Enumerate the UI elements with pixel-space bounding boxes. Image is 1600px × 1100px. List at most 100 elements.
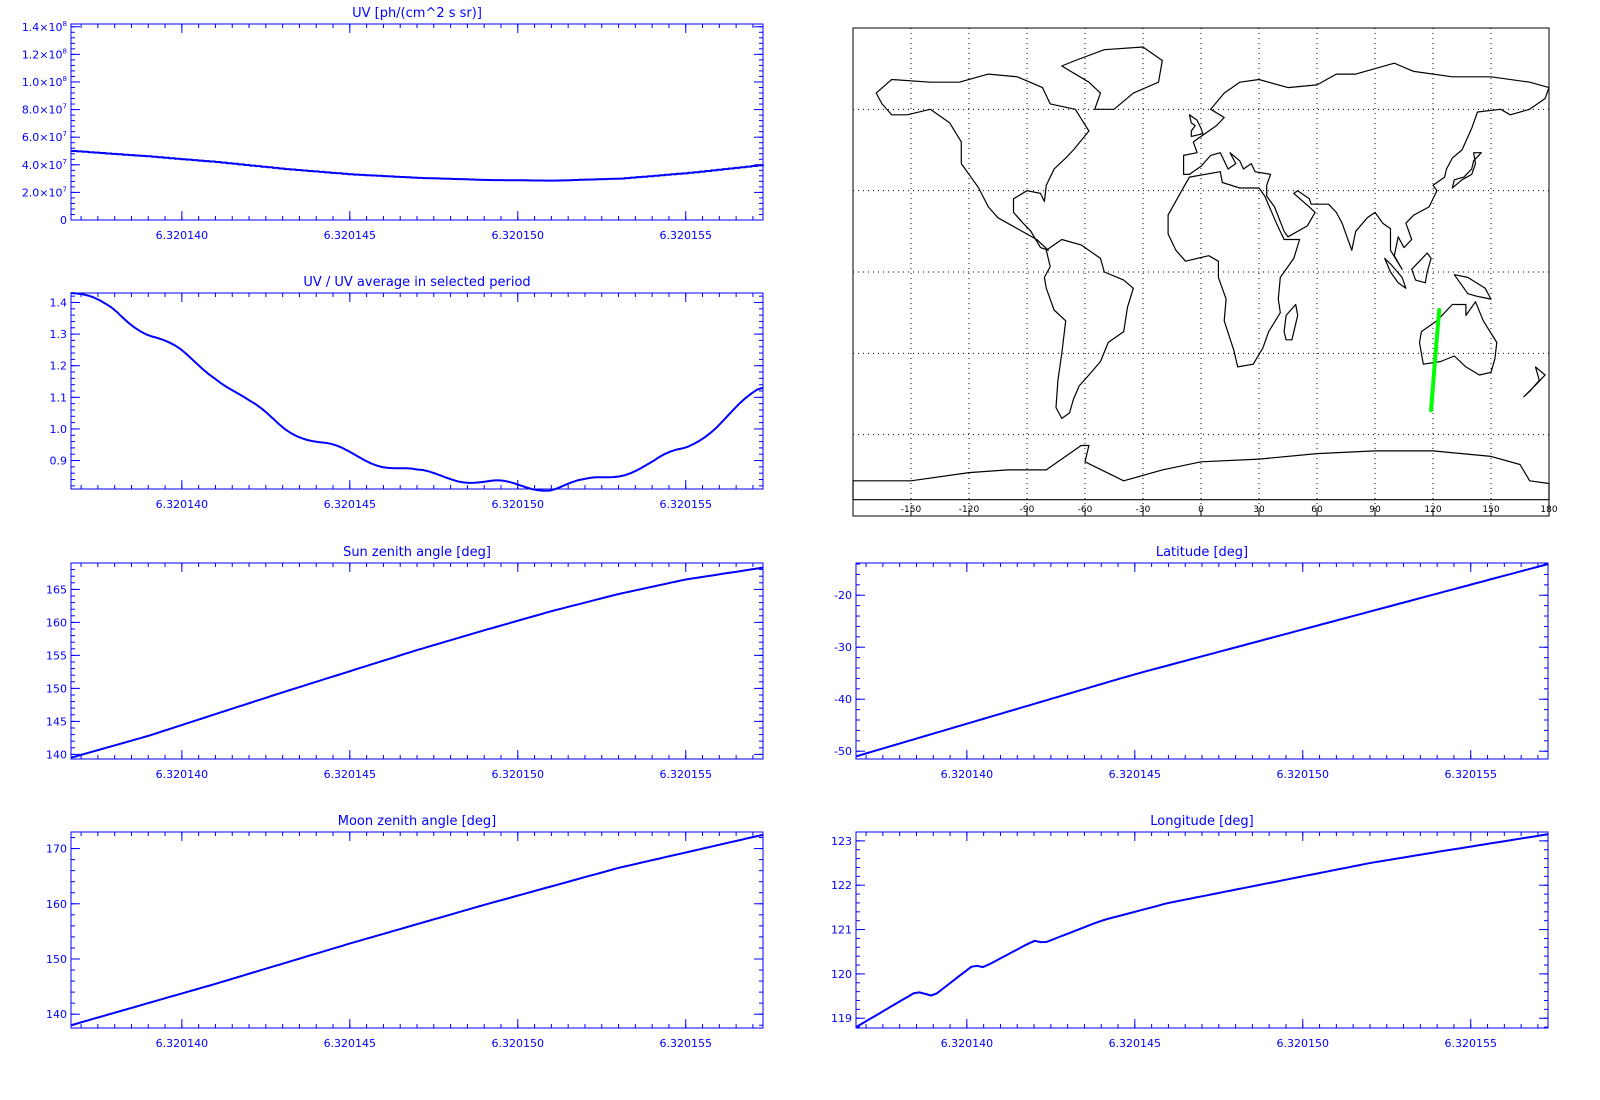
y-tick-label: -50 — [834, 745, 852, 758]
y-tick-label: 1.0 — [50, 423, 68, 436]
y-tick-exponent: 8 — [63, 47, 67, 55]
y-tick-mantissa: 145 — [46, 715, 67, 728]
y-tick-mantissa: 150 — [46, 953, 67, 966]
y-tick-mantissa: 140 — [46, 1008, 67, 1021]
map-x-tick-label: 90 — [1369, 505, 1381, 515]
x-tick-label: 6.320145 — [324, 498, 377, 511]
x-tick-label: 6.320150 — [1277, 1037, 1330, 1050]
y-tick-label: 160 — [46, 616, 67, 629]
coastline-sumatra — [1384, 257, 1407, 289]
y-tick-label: 120 — [831, 968, 852, 981]
coastline-new-zealand — [1523, 366, 1546, 398]
x-tick-label: 6.320155 — [659, 229, 712, 242]
x-tick-label: 6.320155 — [1444, 768, 1497, 781]
y-tick-mantissa: 1.0×10 — [22, 76, 63, 89]
y-tick-mantissa: 1.4×10 — [22, 21, 63, 34]
y-tick-exponent: 8 — [63, 20, 67, 28]
y-tick-mantissa: 121 — [831, 924, 852, 937]
x-tick-label: 6.320140 — [156, 229, 209, 242]
y-tick-label: 155 — [46, 649, 67, 662]
series-line — [855, 833, 1549, 1028]
coastline-great-britain — [1188, 114, 1204, 137]
x-tick-label: 6.320145 — [1109, 768, 1162, 781]
y-tick-label: 140 — [46, 748, 67, 761]
y-tick-label: 6.0×107 — [22, 130, 67, 144]
y-tick-exponent: 7 — [63, 158, 67, 166]
y-tick-label: 0 — [60, 214, 67, 227]
y-tick-mantissa: 8.0×10 — [22, 104, 63, 117]
series-line — [70, 833, 764, 1027]
y-tick-label: 1.4 — [50, 296, 68, 309]
y-tick-label: 123 — [831, 835, 852, 848]
y-tick-mantissa: 0 — [60, 214, 67, 227]
coastline-africa — [1167, 171, 1301, 368]
x-tick-label: 6.320140 — [941, 1037, 994, 1050]
y-tick-mantissa: 140 — [46, 748, 67, 761]
coastline-north-america — [875, 73, 1090, 251]
chart-title: Sun zenith angle [deg] — [343, 545, 491, 560]
x-tick-label: 6.320150 — [492, 498, 545, 511]
y-tick-label: 145 — [46, 715, 67, 728]
y-tick-mantissa: 2.0×10 — [22, 186, 63, 199]
map-x-tick-label: 60 — [1311, 505, 1323, 515]
y-tick-mantissa: 122 — [831, 879, 852, 892]
y-tick-mantissa: 170 — [46, 843, 67, 856]
y-tick-mantissa: -50 — [834, 745, 852, 758]
map-x-tick-label: -150 — [901, 505, 922, 515]
map-x-tick-label: 120 — [1424, 505, 1441, 515]
y-tick-label: 1.0×108 — [22, 75, 67, 89]
y-tick-mantissa: 1.3 — [50, 328, 68, 341]
y-tick-mantissa: 120 — [831, 968, 852, 981]
y-tick-label: -40 — [834, 693, 852, 706]
y-tick-mantissa: -20 — [834, 589, 852, 602]
x-tick-label: 6.320150 — [492, 1037, 545, 1050]
coastline-eurasia — [1182, 62, 1550, 270]
y-tick-label: 170 — [46, 843, 67, 856]
y-tick-mantissa: 1.2 — [50, 360, 68, 373]
y-tick-label: -30 — [834, 641, 852, 654]
x-tick-label: 6.320145 — [1109, 1037, 1162, 1050]
y-tick-label: 0.9 — [50, 455, 68, 468]
chart-title: UV [ph/(cm^2 s sr)] — [352, 6, 482, 21]
series-line — [71, 150, 764, 182]
map-x-tick-label: 150 — [1482, 505, 1499, 515]
plot-lon: Longitude [deg] 6.320140 6.320145 6.320150 6… — [831, 814, 1549, 1050]
coastline-new-guinea — [1453, 274, 1492, 300]
y-tick-mantissa: 160 — [46, 898, 67, 911]
x-tick-label: 6.320140 — [156, 498, 209, 511]
y-tick-label: 1.3 — [50, 328, 68, 341]
coastline-antarctica — [852, 444, 1550, 501]
ground-track — [1429, 308, 1442, 413]
coastline-greenland — [1061, 46, 1163, 110]
x-tick-label: 6.320155 — [1444, 1037, 1497, 1050]
x-tick-label: 6.320140 — [156, 1037, 209, 1050]
y-tick-mantissa: 0.9 — [50, 455, 68, 468]
x-tick-label: 6.320150 — [1277, 768, 1330, 781]
y-tick-label: 1.2 — [50, 360, 68, 373]
y-tick-label: 150 — [46, 682, 67, 695]
map-x-tick-label: -120 — [959, 505, 980, 515]
y-tick-label: -20 — [834, 589, 852, 602]
y-tick-label: 1.1 — [50, 391, 68, 404]
y-tick-mantissa: 165 — [46, 583, 67, 596]
y-tick-mantissa: 119 — [831, 1012, 852, 1025]
coastline-madagascar — [1283, 303, 1299, 341]
chart-title: UV / UV average in selected period — [303, 275, 530, 290]
x-tick-label: 6.320140 — [941, 768, 994, 781]
x-tick-label: 6.320145 — [324, 229, 377, 242]
series-line — [70, 292, 764, 492]
x-tick-label: 6.320155 — [659, 1037, 712, 1050]
y-tick-label: 119 — [831, 1012, 852, 1025]
map-x-tick-label: 180 — [1540, 505, 1557, 515]
x-tick-label: 6.320145 — [324, 768, 377, 781]
plot-sza: Sun zenith angle [deg] 6.320140 6.320145 6.… — [46, 545, 764, 781]
y-tick-exponent: 7 — [63, 103, 67, 111]
coastline-south-america — [1043, 238, 1134, 419]
map-x-tick-label: 0 — [1198, 505, 1204, 515]
y-tick-label: 160 — [46, 898, 67, 911]
y-tick-label: 2.0×107 — [22, 185, 67, 199]
x-tick-label: 6.320145 — [324, 1037, 377, 1050]
map-x-tick-label: -90 — [1020, 505, 1035, 515]
plot-lat: Latitude [deg] 6.320140 6.320145 6.320150 6.… — [834, 545, 1549, 781]
